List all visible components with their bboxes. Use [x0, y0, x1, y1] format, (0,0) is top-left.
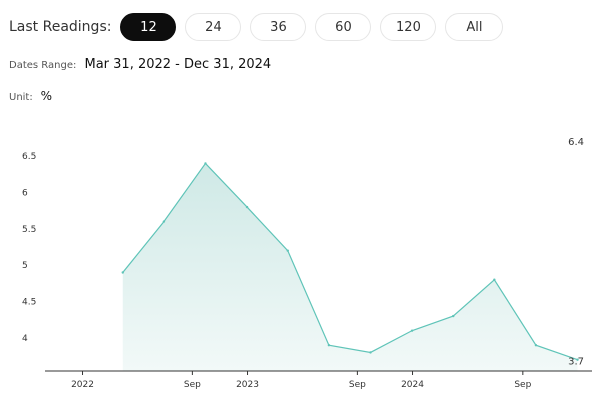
dates-range: Dates Range: Mar 31, 2022 - Dec 31, 2024 — [9, 57, 271, 72]
y-tick-label: 6 — [22, 189, 28, 199]
y-tick-label: 4.5 — [22, 298, 36, 308]
data-point-3 — [204, 162, 207, 165]
data-point-11 — [534, 343, 538, 347]
data-point-2 — [162, 220, 166, 223]
data-point-5 — [286, 249, 289, 252]
last-readings-label: Last Readings: — [9, 19, 112, 35]
x-tick-label: 2024 — [401, 380, 424, 390]
y-tick-label: 5 — [22, 261, 28, 271]
range-button-all[interactable]: All — [445, 13, 504, 41]
series-line — [122, 162, 578, 361]
y-tick-label: 6.5 — [22, 152, 36, 162]
x-tick-label: 2023 — [236, 380, 259, 390]
data-point-7 — [369, 351, 372, 354]
max-value-label: 6.4 — [568, 137, 584, 148]
range-button-120[interactable]: 120 — [380, 13, 437, 41]
x-tick-label: 2022 — [71, 380, 94, 390]
range-button-36[interactable]: 36 — [250, 13, 307, 41]
area-fill — [122, 163, 578, 371]
x-tick-label: Sep — [184, 380, 201, 390]
last-value-label: 3.7 — [568, 357, 584, 368]
x-tick-label: Sep — [349, 380, 366, 390]
dates-range-label: Dates Range: — [9, 60, 77, 71]
area-chart: 4 4.5 5 5.5 6 6.5 2022 Sep 2023 Sep 2024 Sep 6.4 3.7 — [22, 137, 592, 390]
data-point-1 — [121, 271, 124, 274]
y-tick-label: 4 — [22, 334, 28, 344]
range-button-24[interactable]: 24 — [185, 13, 242, 41]
range-button-60[interactable]: 60 — [315, 13, 372, 41]
last-readings-bar: Last Readings: 12 24 36 60 120 All — [9, 13, 512, 41]
x-tick-label: Sep — [514, 380, 531, 390]
data-point-6 — [327, 343, 331, 347]
data-point-12 — [576, 358, 579, 361]
range-button-group: 12 24 36 60 120 All — [120, 13, 512, 41]
data-point-9 — [452, 314, 455, 318]
data-point-4 — [245, 205, 249, 209]
dates-range-value: Mar 31, 2022 - Dec 31, 2024 — [84, 57, 272, 72]
range-button-12[interactable]: 12 — [120, 13, 177, 41]
unit-info: Unit: % — [9, 89, 52, 103]
y-tick-label: 5.5 — [22, 225, 36, 235]
data-point-10 — [493, 278, 496, 281]
unit-value: % — [40, 89, 52, 103]
data-point-8 — [410, 329, 414, 332]
unit-label: Unit: — [9, 92, 33, 103]
